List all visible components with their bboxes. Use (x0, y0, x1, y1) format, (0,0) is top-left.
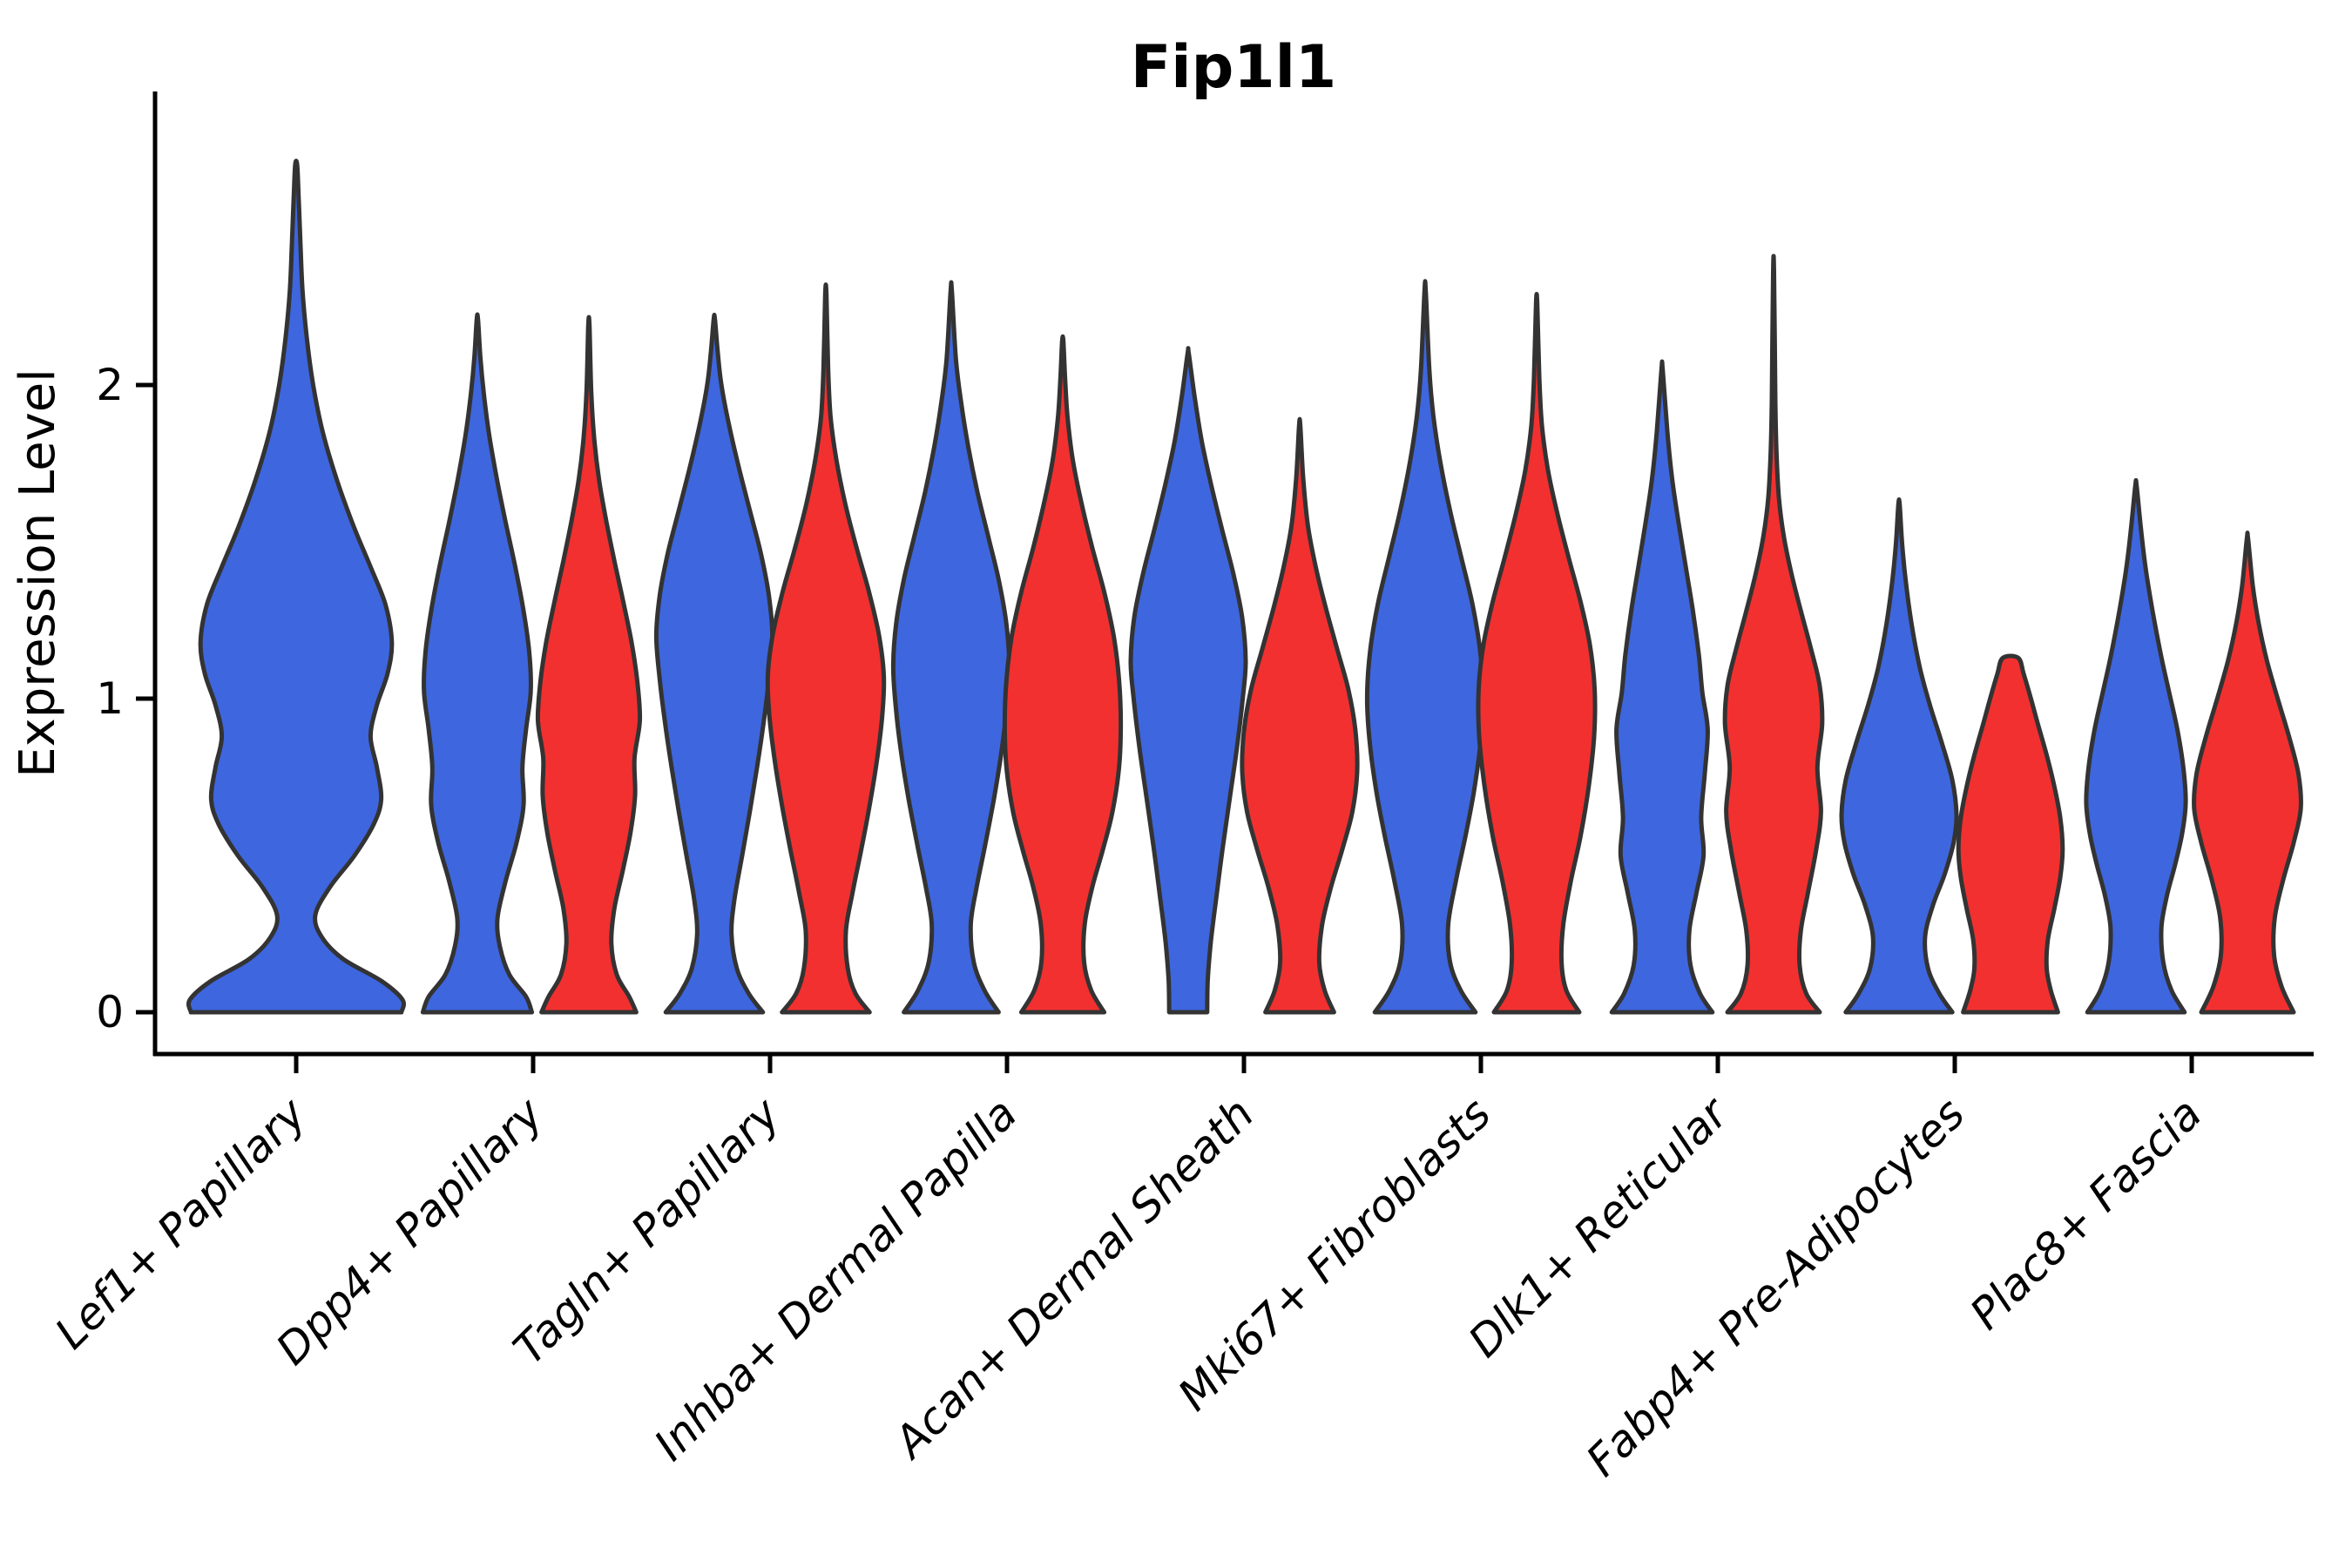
y-tick-label-0: 0 (96, 987, 124, 1037)
violin-acan-dermal-sheath-red (1240, 416, 1360, 1015)
violin-tagln-papillary-blue (653, 312, 775, 1015)
violin-inhba-dermal-papilla-red (1002, 334, 1124, 1015)
x-tick-label-fabp4-pre-adipocytes: Fabp4+ Pre-Adipocytes (1577, 1088, 1975, 1486)
violin-dlk1-reticular-red (1722, 253, 1825, 1015)
axes-layer (136, 91, 2314, 1073)
y-tick-label-1: 1 (96, 673, 124, 724)
violins-layer (186, 159, 2303, 1015)
x-tick-label-dlk1-reticular: Dlk1+ Reticular (1459, 1086, 1740, 1367)
x-tick-label-plac8-fascia: Plac8+ Fascia (1961, 1088, 2212, 1339)
y-axis-label: Expression Level (10, 368, 66, 778)
violin-lef1-papillary-blue (186, 159, 406, 1015)
violin-inhba-dermal-papilla-blue (890, 280, 1012, 1015)
violin-mki67-fibroblasts-blue (1364, 279, 1486, 1015)
violin-plac8-fascia-blue (2084, 477, 2188, 1015)
violin-acan-dermal-sheath-blue (1128, 346, 1248, 1015)
violin-dlk1-reticular-blue (1609, 359, 1715, 1015)
violin-tagln-papillary-red (765, 282, 887, 1015)
violin-dpp4-papillary-red (535, 314, 643, 1015)
x-tick-label-lef1-papillary: Lef1+ Papillary (45, 1087, 316, 1358)
violin-fabp4-pre-adipocytes-red (1956, 653, 2065, 1015)
y-tick-label-2: 2 (96, 360, 124, 410)
violin-plac8-fascia-red (2192, 531, 2303, 1015)
chart-title: Fip1l1 (1131, 33, 1336, 102)
violin-mki67-fibroblasts-red (1476, 292, 1598, 1015)
violin-dpp4-papillary-blue (420, 312, 535, 1015)
violin-fabp4-pre-adipocytes-blue (1839, 497, 1959, 1015)
